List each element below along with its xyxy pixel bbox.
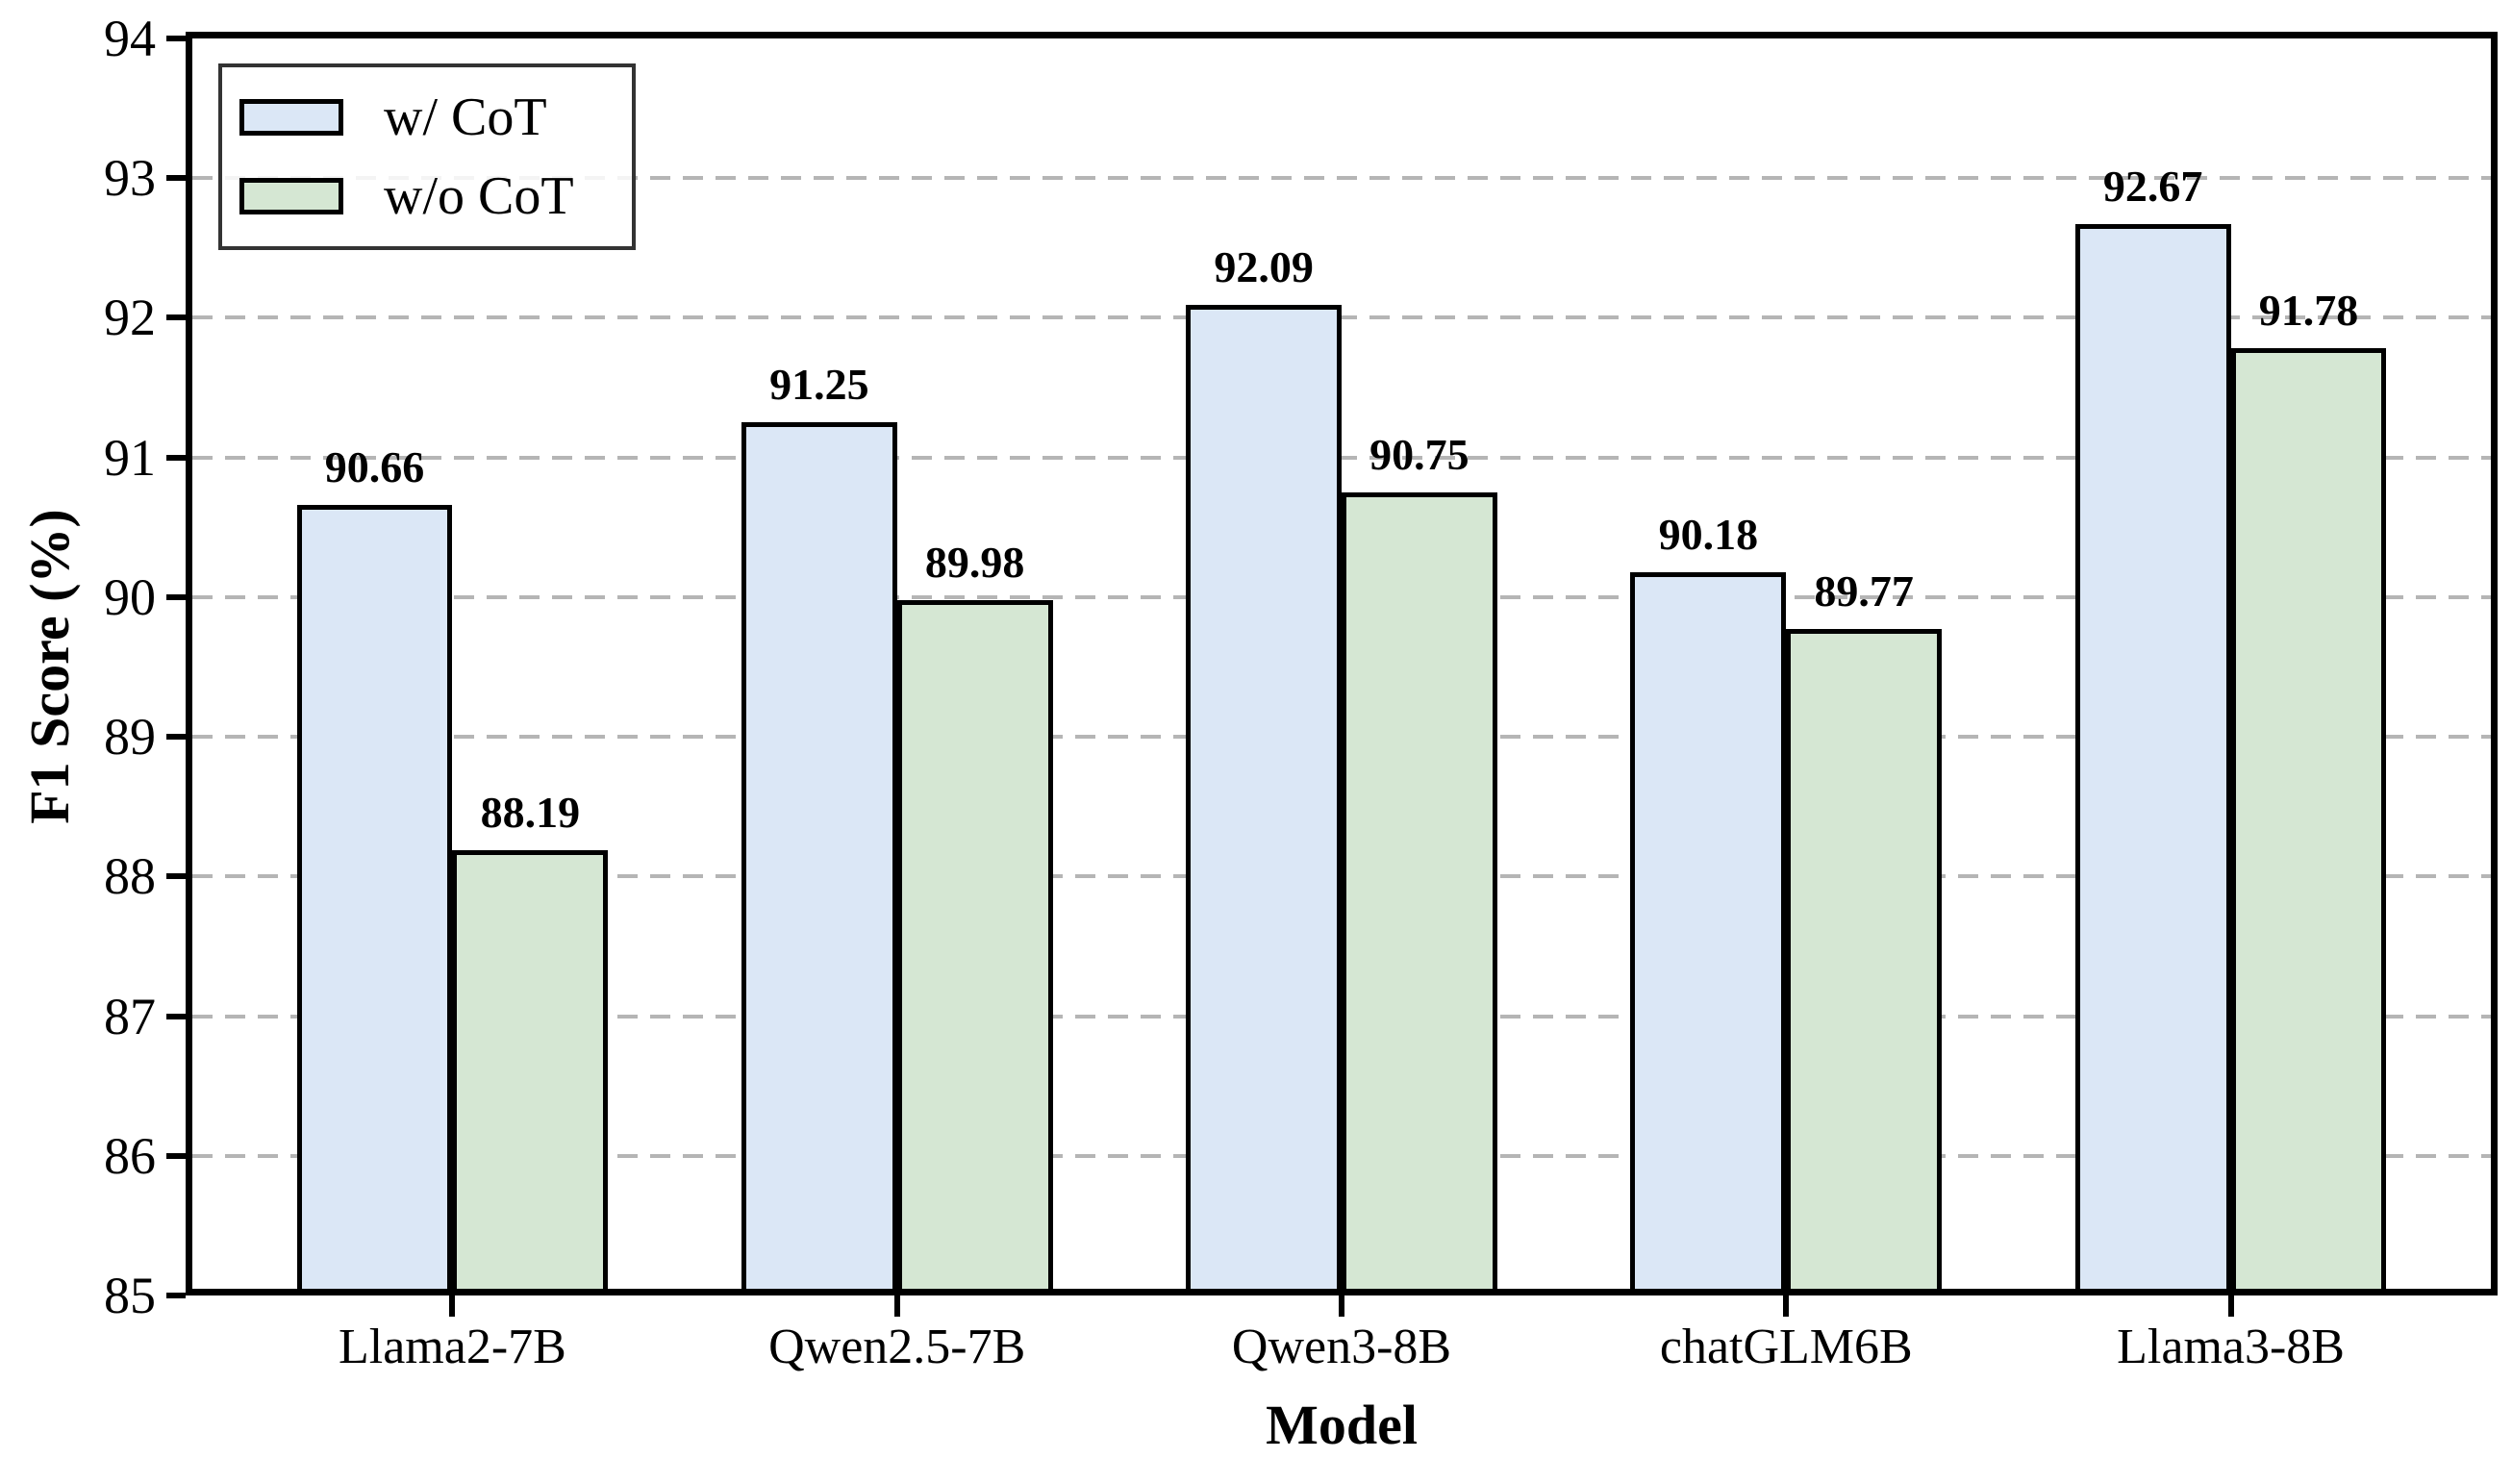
y-tick-label-86: 86 <box>104 1126 156 1185</box>
bar-value-Llama3-8B-w-cot: 92.67 <box>2102 162 2203 212</box>
plot-area: 85 86 87 88 89 90 91 92 93 94 Llama2-7B Qwen2.5-7B… <box>104 13 2498 1372</box>
bar-value-Llama2-7B-wo-cot: 88.19 <box>480 787 581 837</box>
bar-Llama3-8B-wo-cot <box>2230 348 2387 1295</box>
bar-Qwen3-8B-wo-cot <box>1342 491 1497 1295</box>
y-tick-label-85: 85 <box>104 1267 156 1324</box>
bar-value-Qwen2.5-7B-wo-cot: 89.98 <box>924 537 1025 587</box>
legend-entry-w-cot: w/ CoT <box>239 90 574 144</box>
x-tick-label-Llama2-7B: Llama2-7B <box>339 1320 566 1374</box>
x-axis-title: Model <box>1266 1394 1418 1456</box>
legend-swatch-wo-cot <box>239 178 343 214</box>
bar-Qwen2.5-7B-w-cot <box>741 422 897 1295</box>
bar-value-Qwen3-8B-wo-cot: 90.75 <box>1369 429 1470 479</box>
bar-value-Llama2-7B-w-cot: 90.66 <box>324 442 425 492</box>
legend-entry-wo-cot: w/o CoT <box>239 169 574 223</box>
gridline-93 <box>192 176 2491 181</box>
bar-value-chatGLM6B-w-cot: 90.18 <box>1658 509 1759 559</box>
x-tick-label-Qwen3-8B: Qwen3-8B <box>1231 1320 1452 1374</box>
bar-value-Qwen2.5-7B-w-cot: 91.25 <box>769 360 869 410</box>
y-tick-mark-89 <box>166 734 186 741</box>
bar-chatGLM6B-w-cot <box>1630 571 1787 1295</box>
y-tick-label-90: 90 <box>104 567 156 626</box>
y-tick-label-94: 94 <box>104 10 156 67</box>
y-axis-spine <box>186 32 192 1295</box>
y-tick-mark-87 <box>166 1013 186 1019</box>
y-tick-mark-90 <box>166 593 186 600</box>
x-axis-spine <box>186 1289 2498 1295</box>
bar-Qwen2.5-7B-wo-cot <box>896 599 1053 1295</box>
x-tick-label-chatGLM6B: chatGLM6B <box>1659 1320 1913 1374</box>
bar-Qwen3-8B-w-cot <box>1186 305 1342 1295</box>
legend-label-wo-cot: w/o CoT <box>384 166 574 226</box>
y-tick-mark-94 <box>166 36 186 41</box>
gridline-92 <box>192 315 2491 320</box>
bar-value-Llama3-8B-wo-cot: 91.78 <box>2258 286 2359 336</box>
gridline-91 <box>192 455 2491 460</box>
x-tick-mark-Qwen2.5-7B <box>893 1295 900 1317</box>
legend-label-w-cot: w/ CoT <box>384 88 547 147</box>
x-tick-mark-Qwen3-8B <box>1339 1295 1344 1317</box>
y-axis-title: F1 Score (%) <box>18 509 81 824</box>
legend: w/ CoT w/o CoT <box>218 63 636 250</box>
y-tick-mark-91 <box>166 454 186 461</box>
bar-chatGLM6B-wo-cot <box>1786 629 1943 1295</box>
bar-value-Qwen3-8B-w-cot: 92.09 <box>1214 242 1314 292</box>
x-tick-label-Llama3-8B: Llama3-8B <box>2117 1320 2345 1374</box>
x-tick-label-Qwen2.5-7B: Qwen2.5-7B <box>768 1320 1026 1374</box>
bar-Llama3-8B-w-cot <box>2074 224 2231 1295</box>
y-tick-mark-92 <box>166 314 186 321</box>
x-tick-mark-chatGLM6B <box>1783 1295 1790 1317</box>
y-tick-mark-86 <box>166 1152 186 1159</box>
x-tick-mark-Llama3-8B <box>2227 1295 2234 1317</box>
y-tick-label-89: 89 <box>104 708 156 767</box>
bar-value-chatGLM6B-wo-cot: 89.77 <box>1814 566 1914 616</box>
y-tick-mark-88 <box>166 873 186 880</box>
y-tick-label-92: 92 <box>104 289 156 347</box>
y-tick-label-91: 91 <box>104 428 156 487</box>
y-tick-mark-93 <box>166 175 186 182</box>
right-spine <box>2491 32 2498 1295</box>
y-tick-label-87: 87 <box>104 987 156 1045</box>
x-tick-mark-Llama2-7B <box>449 1295 456 1317</box>
y-tick-label-88: 88 <box>104 847 156 906</box>
y-tick-label-93: 93 <box>104 149 156 208</box>
legend-swatch-w-cot <box>239 99 343 136</box>
bar-Llama2-7B-wo-cot <box>452 849 609 1295</box>
top-spine <box>186 32 2498 38</box>
bar-Llama2-7B-w-cot <box>296 505 453 1295</box>
y-tick-mark-85 <box>166 1293 186 1298</box>
